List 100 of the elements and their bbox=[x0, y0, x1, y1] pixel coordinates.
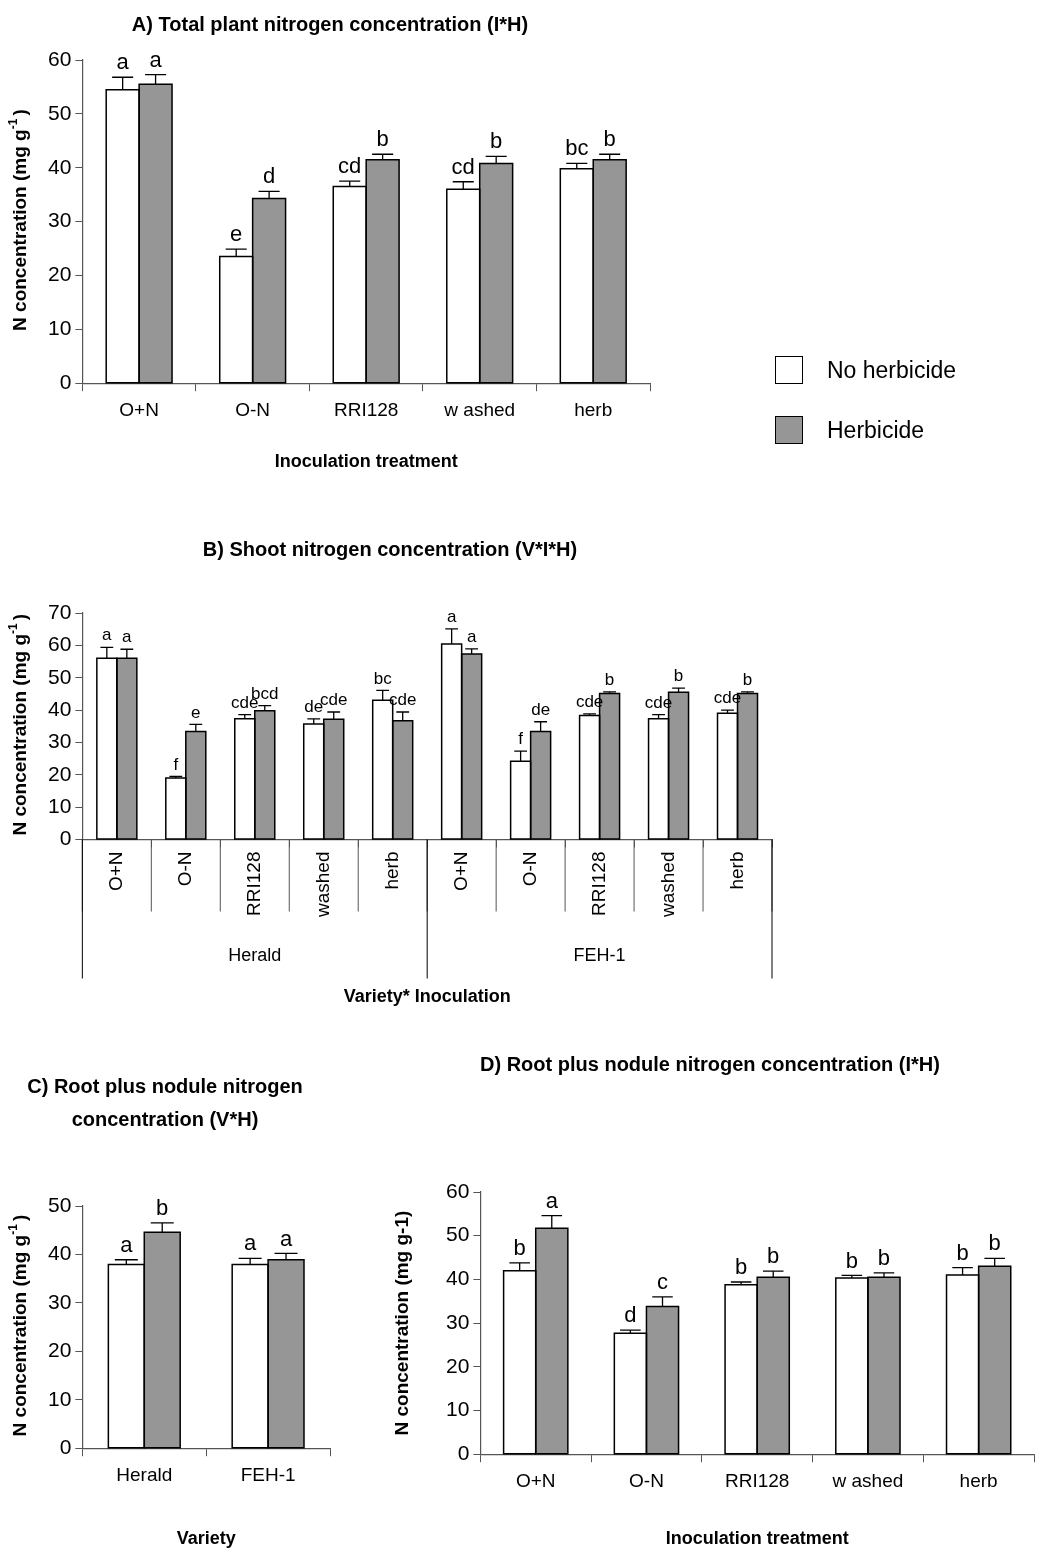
data-label: e bbox=[230, 221, 243, 247]
data-label: b bbox=[513, 1234, 526, 1260]
data-label: b bbox=[956, 1239, 969, 1265]
data-label: de bbox=[531, 699, 551, 719]
x-tick-label: Herald bbox=[116, 1463, 173, 1485]
y-tick-label: 0 bbox=[59, 1435, 72, 1458]
y-tick-label: 40 bbox=[48, 696, 72, 720]
data-label: f bbox=[518, 729, 524, 749]
x-tick-label: O+N bbox=[119, 398, 159, 420]
y-axis-title: N concentration (mg g-1) bbox=[390, 1210, 412, 1436]
data-label: b bbox=[673, 666, 684, 686]
y-tick-label: 60 bbox=[48, 46, 72, 70]
data-label: cde bbox=[388, 690, 417, 710]
data-label: b bbox=[845, 1247, 858, 1273]
x-tick-label: O-N bbox=[629, 1469, 664, 1491]
data-label: b bbox=[988, 1230, 1001, 1256]
y-tick-label: 70 bbox=[48, 599, 72, 623]
legend-label: No herbicide bbox=[827, 356, 957, 384]
x-tick-label: washed bbox=[656, 851, 678, 919]
data-label: cd bbox=[338, 153, 362, 179]
chart-title: D) Root plus nodule nitrogen concentration (I*H) bbox=[479, 1052, 941, 1077]
data-label: a bbox=[545, 1187, 559, 1213]
data-label: a bbox=[244, 1230, 258, 1256]
data-label: b bbox=[156, 1195, 169, 1221]
x-tick-label: RRI128 bbox=[333, 398, 399, 420]
data-label: b bbox=[767, 1243, 780, 1269]
legend-label: Herbicide bbox=[827, 416, 925, 444]
x-tick-label: herb bbox=[574, 398, 613, 420]
y-axis-title: N concentration (mg g-1) bbox=[6, 109, 30, 331]
x-tick-label: RRI128 bbox=[587, 851, 609, 916]
x-axis-title: Inoculation treatment bbox=[665, 1527, 849, 1548]
y-tick-label: 20 bbox=[446, 1353, 470, 1377]
data-label: b bbox=[603, 126, 616, 152]
y-tick-label: 20 bbox=[48, 262, 72, 286]
data-label: a bbox=[122, 627, 133, 647]
x-axis-title: Variety* Inoculation bbox=[343, 985, 511, 1006]
y-axis-title: N concentration (mg g-1) bbox=[6, 1214, 30, 1437]
y-tick-label: 10 bbox=[446, 1397, 470, 1421]
data-label: a bbox=[120, 1231, 134, 1257]
x-tick-label: O+N bbox=[515, 1469, 556, 1491]
x-axis-title: Inoculation treatment bbox=[274, 450, 458, 471]
y-axis-title: N concentration (mg g-1) bbox=[6, 613, 30, 836]
data-label: a bbox=[102, 625, 113, 645]
chart-title: A) Total plant nitrogen concentration (I*H) bbox=[130, 12, 530, 37]
y-tick-label: 20 bbox=[48, 1338, 72, 1362]
data-label: a bbox=[116, 49, 130, 75]
data-label: a bbox=[446, 607, 457, 627]
x-tick-label: herb bbox=[959, 1469, 998, 1491]
x-tick-label: herb bbox=[380, 851, 402, 890]
y-tick-label: 50 bbox=[48, 1192, 72, 1216]
data-label: bc bbox=[565, 135, 589, 161]
y-tick-label: 0 bbox=[59, 370, 72, 393]
text: FEH-1 bbox=[573, 945, 626, 966]
y-tick-label: 50 bbox=[446, 1222, 470, 1246]
data-label: a bbox=[149, 46, 163, 72]
data-label: d bbox=[624, 1302, 637, 1328]
chart-title: C) Root plus nodule nitrogen concentration (V*H) bbox=[26, 1074, 304, 1132]
x-tick-label: O-N bbox=[235, 398, 271, 420]
x-tick-label: herb bbox=[725, 851, 747, 890]
data-label: d bbox=[262, 163, 276, 189]
data-label: b bbox=[376, 126, 389, 152]
data-label: b bbox=[735, 1254, 748, 1280]
chart-title: B) Shoot nitrogen concentration (V*I*H) bbox=[201, 537, 579, 562]
y-tick-label: 50 bbox=[48, 100, 72, 124]
x-tick-label: RRI128 bbox=[724, 1469, 790, 1491]
x-tick-label: FEH-1 bbox=[240, 1463, 296, 1485]
data-label: cd bbox=[451, 153, 475, 179]
text: Herald bbox=[228, 945, 282, 966]
x-tick-label: washed bbox=[311, 851, 333, 919]
x-tick-label: O+N bbox=[105, 851, 127, 892]
x-tick-label: RRI128 bbox=[243, 851, 264, 916]
y-tick-label: 30 bbox=[48, 208, 72, 232]
y-tick-label: 60 bbox=[446, 1178, 470, 1202]
y-tick-label: 30 bbox=[446, 1309, 470, 1333]
x-axis-title: Variety bbox=[176, 1527, 236, 1548]
data-label: f bbox=[173, 754, 179, 774]
y-tick-label: 10 bbox=[48, 316, 72, 340]
data-label: b bbox=[604, 670, 615, 690]
x-tick-label: O-N bbox=[174, 851, 196, 887]
y-tick-label: 0 bbox=[59, 826, 72, 850]
y-tick-label: 40 bbox=[48, 1241, 72, 1265]
y-tick-label: 30 bbox=[48, 1289, 72, 1313]
data-label: b bbox=[490, 128, 503, 154]
data-label: b bbox=[742, 670, 753, 690]
y-tick-label: 10 bbox=[48, 793, 72, 817]
x-tick-label: O+N bbox=[449, 851, 471, 892]
x-tick-label: w ashed bbox=[831, 1469, 904, 1491]
y-tick-label: 40 bbox=[48, 154, 72, 178]
y-tick-label: 10 bbox=[48, 1386, 72, 1410]
data-label: e bbox=[191, 702, 201, 722]
data-label: bc bbox=[373, 668, 393, 688]
y-tick-label: 30 bbox=[48, 729, 72, 753]
x-tick-label: O-N bbox=[518, 851, 540, 887]
y-tick-label: 60 bbox=[48, 632, 72, 656]
data-label: b bbox=[877, 1244, 891, 1270]
data-label: c bbox=[657, 1268, 669, 1294]
y-tick-label: 0 bbox=[457, 1441, 470, 1464]
y-tick-label: 50 bbox=[48, 664, 72, 688]
data-label: a bbox=[466, 627, 477, 647]
y-tick-label: 20 bbox=[48, 761, 72, 785]
